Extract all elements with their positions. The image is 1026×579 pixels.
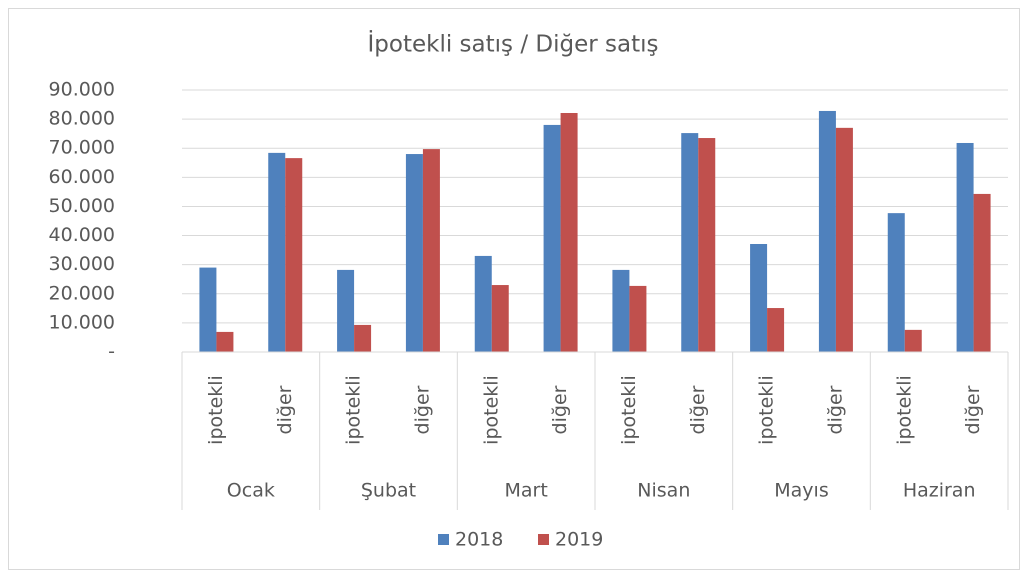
bar [835, 127, 853, 352]
bar [474, 255, 492, 352]
legend-swatch [438, 534, 449, 545]
bar [337, 269, 355, 352]
y-tick-label: 70.000 [49, 137, 115, 159]
bar [285, 158, 303, 352]
x-tick-label: ipotekli [893, 375, 915, 445]
bar [354, 324, 372, 352]
bar [681, 133, 699, 352]
bar [612, 269, 630, 352]
bar [818, 110, 836, 353]
x-tick-label: ipotekli [618, 375, 640, 445]
bar [405, 154, 423, 352]
x-tick-label: diğer [549, 385, 571, 434]
bar [422, 149, 440, 352]
bar [887, 213, 905, 352]
group-label: Mayıs [774, 480, 828, 502]
y-tick-label: 80.000 [49, 108, 115, 130]
y-tick-label: 50.000 [49, 195, 115, 217]
bar [767, 308, 785, 352]
bar [216, 331, 234, 352]
x-tick-label: diğer [962, 385, 984, 434]
x-tick-label: ipotekli [756, 375, 778, 445]
x-tick-label: ipotekli [205, 375, 227, 445]
bar [629, 285, 647, 352]
bar [268, 152, 286, 352]
chart-title: İpotekli satış / Diğer satış [368, 30, 659, 58]
bar [973, 193, 991, 352]
x-tick-label: ipotekli [480, 375, 502, 445]
group-label: Ocak [227, 480, 275, 502]
y-tick-label: 60.000 [49, 166, 115, 188]
bar [560, 112, 578, 353]
group-label: Haziran [903, 480, 976, 502]
y-tick-label: 30.000 [49, 253, 115, 275]
x-tick-label: diğer [274, 385, 296, 434]
x-tick-label: diğer [411, 385, 433, 434]
bar [199, 267, 217, 352]
y-tick-label: 40.000 [49, 224, 115, 246]
group-label: Nisan [637, 480, 690, 502]
group-label: Mart [505, 480, 548, 502]
bar [543, 124, 561, 352]
y-tick-label: 10.000 [49, 311, 115, 333]
legend-label: 2019 [555, 529, 603, 551]
group-label: Şubat [361, 480, 416, 502]
y-tick-label: 90.000 [49, 79, 115, 101]
legend-label: 2018 [455, 529, 503, 551]
bar [956, 142, 974, 352]
bar [491, 285, 509, 352]
bar [904, 329, 922, 352]
bar [750, 243, 768, 352]
x-tick-label: diğer [824, 385, 846, 434]
x-tick-label: ipotekli [343, 375, 365, 445]
bar [698, 138, 716, 352]
legend-swatch [538, 534, 549, 545]
y-tick-label: 20.000 [49, 282, 115, 304]
y-tick-label: - [108, 341, 115, 363]
x-tick-label: diğer [687, 385, 709, 434]
